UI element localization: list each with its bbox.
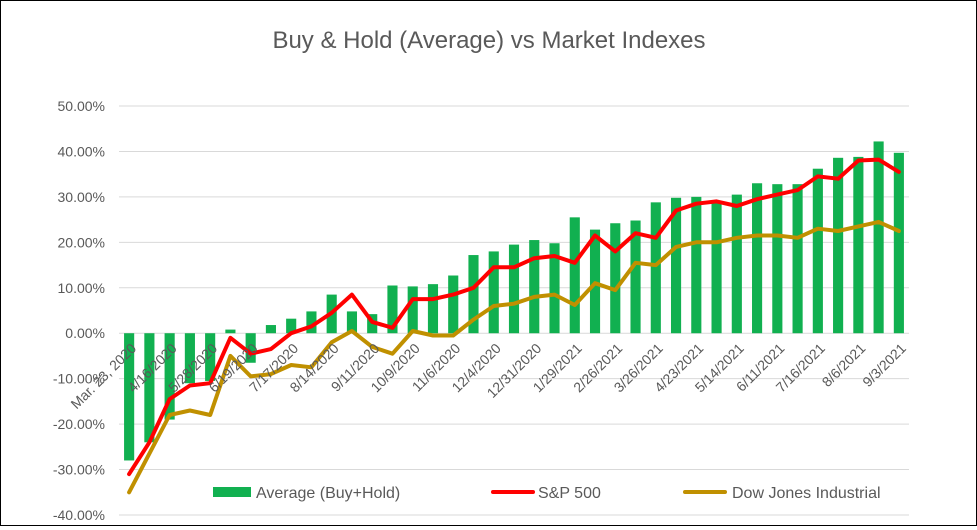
bar	[812, 168, 823, 334]
legend-label: S&P 500	[538, 485, 601, 502]
bar	[873, 141, 884, 334]
series-line-sp500	[127, 157, 901, 477]
bar	[610, 223, 621, 334]
bar	[691, 196, 702, 334]
bar	[650, 202, 661, 334]
bar	[772, 184, 783, 334]
legend-label: Dow Jones Industrial	[732, 485, 881, 502]
legend-swatch-bar	[213, 487, 251, 497]
bar	[286, 318, 297, 334]
y-tick-label: -40.00%	[53, 507, 105, 523]
bar	[225, 329, 236, 334]
bar	[488, 251, 499, 334]
bar	[205, 333, 216, 381]
x-tick-label: 8/6/2021	[819, 340, 869, 390]
y-tick-label: -10.00%	[53, 371, 105, 387]
bar	[853, 156, 864, 334]
y-tick-label: -20.00%	[53, 416, 105, 432]
legend-label: Average (Buy+Hold)	[256, 485, 400, 502]
bar	[752, 183, 763, 334]
bar	[731, 194, 742, 334]
bar	[508, 244, 520, 334]
bar	[792, 184, 803, 334]
bar	[346, 311, 358, 334]
bar	[468, 255, 479, 334]
y-tick-label: 30.00%	[58, 189, 105, 205]
bar	[448, 275, 459, 334]
y-tick-label: 0.00%	[65, 325, 105, 341]
y-tick-label: 50.00%	[58, 98, 105, 114]
bar	[670, 197, 682, 334]
bar	[407, 286, 418, 334]
y-tick-label: 20.00%	[58, 234, 105, 250]
y-tick-label: 10.00%	[58, 280, 105, 296]
y-tick-label: -30.00%	[53, 462, 105, 478]
bar	[711, 201, 722, 334]
bar	[427, 284, 439, 334]
y-tick-label: 40.00%	[58, 143, 105, 159]
chart-title: Buy & Hold (Average) vs Market Indexes	[272, 27, 705, 54]
bar	[144, 333, 155, 443]
series-line-dow-jones	[127, 219, 901, 495]
bar	[630, 220, 641, 334]
bar	[387, 285, 398, 334]
bar	[265, 325, 276, 334]
x-tick-label: 9/3/2021	[859, 340, 909, 390]
bar	[164, 333, 175, 420]
bar	[245, 333, 256, 363]
bar	[569, 217, 580, 334]
bar	[529, 240, 540, 334]
bar	[124, 333, 135, 461]
bar	[549, 243, 560, 334]
bar	[833, 157, 844, 334]
bar	[306, 311, 317, 334]
bar	[184, 333, 195, 384]
bar	[893, 152, 904, 334]
